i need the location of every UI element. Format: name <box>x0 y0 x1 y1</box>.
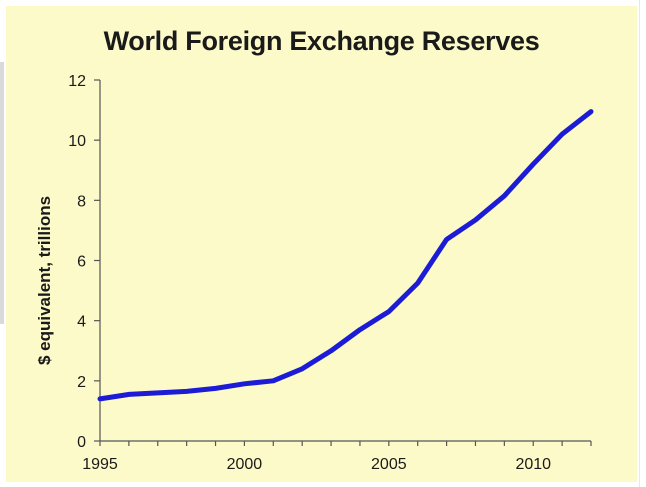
right-edge-divider <box>639 0 640 487</box>
y-tick-label: 8 <box>77 193 86 210</box>
x-tick-label: 2005 <box>371 456 407 473</box>
y-axis-label: $ equivalent, trillions <box>35 196 54 365</box>
y-tick-label: 2 <box>77 374 86 391</box>
y-tick-label: 12 <box>68 73 86 90</box>
chart-panel: World Foreign Exchange Reserves <box>6 6 637 482</box>
chart-title: World Foreign Exchange Reserves <box>103 26 540 56</box>
left-edge-divider <box>0 62 4 324</box>
y-tick-label: 6 <box>77 254 86 271</box>
x-tick-label: 2010 <box>515 456 551 473</box>
x-tick-label: 1995 <box>82 456 118 473</box>
y-tick-label: 0 <box>77 434 86 451</box>
y-tick-label: 4 <box>77 314 86 331</box>
x-tick-label: 2000 <box>227 456 263 473</box>
y-tick-label: 10 <box>68 133 86 150</box>
series-line <box>97 109 594 402</box>
